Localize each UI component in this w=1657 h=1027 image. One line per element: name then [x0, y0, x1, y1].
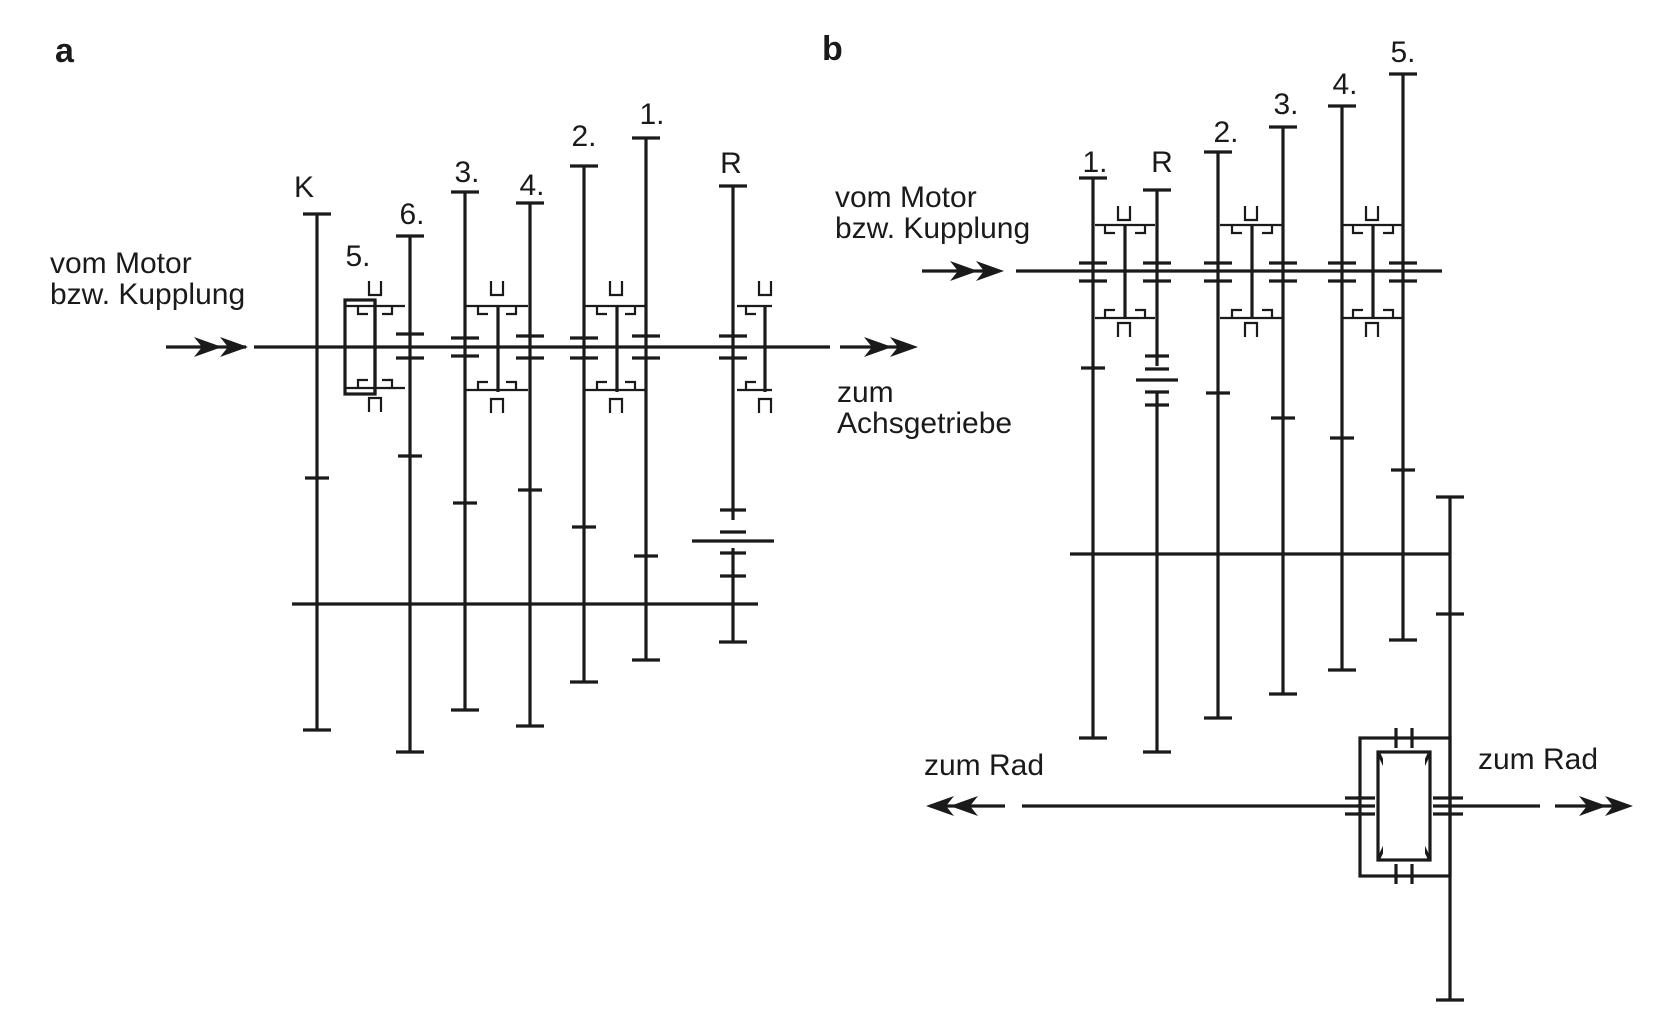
clutch-label: K: [294, 171, 314, 204]
b-gear-1-label: 1.: [1082, 146, 1107, 179]
b-synchro-4-5: [1343, 206, 1403, 337]
gear-4: [516, 201, 544, 728]
b-gear-4-label: 4.: [1332, 68, 1357, 101]
clutch-k: [303, 212, 331, 732]
b-differential: [1345, 728, 1463, 884]
gear-2-label: 2.: [571, 120, 596, 153]
wheel-label-right: zum Rad: [1478, 743, 1598, 776]
b-gear-4: [1328, 104, 1356, 672]
wheel-label-left: zum Rad: [924, 749, 1044, 782]
panel-b-label: b: [822, 30, 843, 68]
b-gear-5: [1389, 72, 1417, 642]
b-synchro-1-r: [1095, 206, 1155, 337]
reverse-gear: [692, 184, 774, 644]
b-right-wheel-arrow: [1555, 796, 1633, 816]
reverse-label: R: [720, 147, 742, 180]
gear-6: [396, 234, 424, 754]
output-label-line2: Achsgetriebe: [837, 407, 1012, 440]
b-left-wheel-arrow: [926, 796, 1005, 816]
panel-b: b 1. R 2. 3. 4. 5. vom Motor bzw. Kupplu…: [822, 30, 1633, 1002]
b-gear-5-label: 5.: [1390, 36, 1415, 69]
reverse-synchro: [737, 281, 773, 413]
b-reverse-label: R: [1151, 146, 1173, 179]
panel-a: a K 5. 6. 3. 4. 2. 1. R vom Motor bzw. K…: [50, 32, 1012, 754]
b-input-label-line2: bzw. Kupplung: [835, 212, 1030, 245]
b-gear-3-label: 3.: [1273, 88, 1298, 121]
panel-a-label: a: [55, 32, 75, 70]
gear-1-label: 1.: [639, 98, 664, 131]
synchro-1-2: [585, 281, 647, 413]
output-arrow: [840, 337, 918, 357]
b-input-arrow: [922, 261, 1004, 281]
b-reverse-gear: [1136, 188, 1178, 754]
gear-2: [570, 164, 598, 684]
input-label-line2: bzw. Kupplung: [50, 278, 245, 311]
gear-6-label: 6.: [399, 198, 424, 231]
synchro-3-4: [466, 281, 528, 413]
b-gear-2: [1204, 150, 1232, 720]
b-synchro-2-3: [1220, 206, 1282, 337]
gear-4-label: 4.: [519, 169, 544, 202]
b-gear-2-label: 2.: [1213, 116, 1238, 149]
gear-5-synchro: [343, 281, 405, 412]
output-label-line1: zum: [837, 376, 894, 409]
gear-1: [632, 136, 660, 662]
b-gear-3: [1269, 125, 1297, 696]
b-input-label-line1: vom Motor: [835, 181, 977, 214]
b-gear-1: [1079, 176, 1107, 740]
gear-5-label: 5.: [345, 240, 370, 273]
input-arrow: [166, 337, 248, 357]
gear-3: [451, 190, 479, 712]
input-label-line1: vom Motor: [50, 247, 192, 280]
gear-3-label: 3.: [454, 156, 479, 189]
